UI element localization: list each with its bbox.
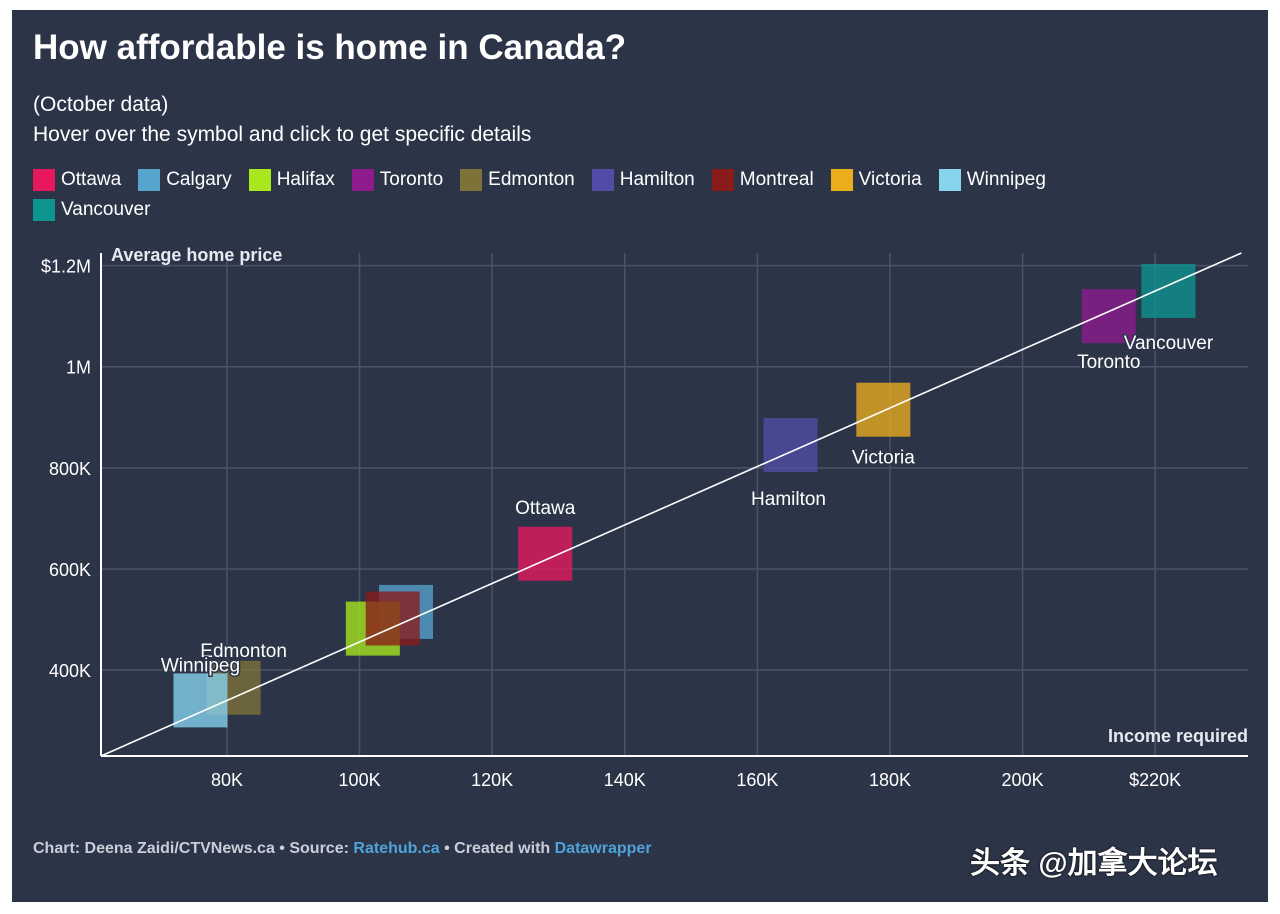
legend-swatch — [830, 169, 853, 191]
legend-swatch — [591, 169, 614, 191]
point-toronto[interactable]: Toronto — [1081, 289, 1136, 344]
x-tick-label: $220K — [1129, 770, 1181, 790]
point-label-vancouver: Vancouver — [1124, 333, 1214, 354]
y-tick-label: 600K — [49, 560, 91, 580]
point-montreal[interactable]: Montreal — [365, 591, 420, 646]
footer-source-label: Source: — [289, 840, 349, 857]
legend-item-ottawa[interactable]: Ottawa — [33, 168, 121, 192]
legend-item-montreal[interactable]: Montreal — [711, 168, 814, 192]
legend-item-halifax[interactable]: Halifax — [248, 168, 335, 192]
legend-item-vancouver[interactable]: Vancouver — [33, 198, 150, 222]
y-tick-label: 800K — [49, 459, 91, 479]
point-label-ottawa: Ottawa — [515, 498, 576, 519]
scatter-chart: 80K 100K 120K 140K 160K 180K 200K $220K 400K 600K… — [41, 245, 1248, 790]
chart-frame: How affordable is home in Canada? (Octob… — [12, 10, 1268, 902]
legend-label: Victoria — [858, 169, 922, 190]
subtitle-line-date: (October data) — [33, 93, 169, 116]
x-tick-label: 120K — [471, 770, 513, 790]
legend: Ottawa Calgary Halifax Toronto Edmonton Hamil… — [33, 168, 1153, 222]
footer-separator: • — [444, 840, 450, 857]
legend-swatch — [138, 169, 161, 191]
point-label-winnipeg: Winnipeg — [161, 655, 240, 676]
y-axis-title: Average home price — [111, 245, 282, 265]
legend-label: Winnipeg — [966, 169, 1046, 190]
legend-item-edmonton[interactable]: Edmonton — [460, 168, 575, 192]
x-axis-title: Income required — [1108, 726, 1248, 746]
legend-label: Toronto — [379, 169, 444, 190]
point-label-edmonton: Edmonton — [200, 641, 287, 662]
point-vancouver[interactable]: Vancouver — [1141, 263, 1196, 318]
watermark: 头条 @加拿大论坛 — [970, 847, 1218, 880]
legend-swatch — [711, 169, 734, 191]
point-ottawa[interactable]: Ottawa — [518, 526, 573, 581]
legend-item-toronto[interactable]: Toronto — [351, 168, 444, 192]
footer-separator: • — [279, 840, 285, 857]
source-link[interactable]: Ratehub.ca — [353, 840, 440, 857]
chart-subtitle: (October data) Hover over the symbol and… — [33, 90, 531, 150]
legend-item-winnipeg[interactable]: Winnipeg — [938, 168, 1046, 192]
legend-item-hamilton[interactable]: Hamilton — [591, 168, 695, 192]
legend-label: Hamilton — [619, 169, 695, 190]
datawrapper-link[interactable]: Datawrapper — [554, 840, 652, 857]
point-label-toronto: Toronto — [1077, 352, 1140, 373]
point-label-victoria: Victoria — [852, 448, 915, 469]
point-label-hamilton: Hamilton — [751, 489, 826, 510]
footer-credit: Chart: Deena Zaidi/CTVNews.ca — [33, 840, 275, 857]
x-tick-label: 140K — [604, 770, 646, 790]
legend-label: Ottawa — [61, 169, 122, 190]
point-winnipeg[interactable]: Winnipeg — [173, 673, 228, 728]
x-tick-label: 180K — [869, 770, 911, 790]
legend-swatch — [460, 169, 483, 191]
y-tick-label: $1.2M — [41, 257, 91, 277]
chart-footer: Chart: Deena Zaidi/CTVNews.ca • Source: … — [33, 840, 652, 858]
legend-swatch — [33, 199, 55, 221]
legend-label: Edmonton — [488, 169, 575, 190]
legend-label: Montreal — [739, 169, 814, 190]
legend-swatch — [351, 169, 374, 191]
point-victoria[interactable]: Victoria — [856, 382, 911, 437]
trend-line — [100, 252, 1242, 757]
legend-label: Calgary — [166, 169, 232, 190]
point-hamilton[interactable]: Hamilton — [763, 418, 818, 473]
legend-swatch — [33, 169, 55, 191]
y-tick-label: 1M — [66, 358, 91, 378]
legend-swatch — [938, 169, 961, 191]
legend-label: Halifax — [276, 169, 335, 190]
subtitle-line-instructions: Hover over the symbol and click to get s… — [33, 123, 532, 146]
legend-item-victoria[interactable]: Victoria — [830, 168, 922, 192]
x-tick-label: 80K — [211, 770, 243, 790]
y-tick-label: 400K — [49, 661, 91, 681]
x-tick-label: 160K — [736, 770, 778, 790]
chart-title: How affordable is home in Canada? — [33, 28, 627, 67]
x-tick-label: 200K — [1002, 770, 1044, 790]
legend-item-calgary[interactable]: Calgary — [138, 168, 232, 192]
legend-swatch — [248, 169, 271, 191]
legend-label: Vancouver — [61, 199, 151, 220]
footer-created-label: Created with — [454, 840, 551, 857]
x-tick-label: 100K — [339, 770, 381, 790]
